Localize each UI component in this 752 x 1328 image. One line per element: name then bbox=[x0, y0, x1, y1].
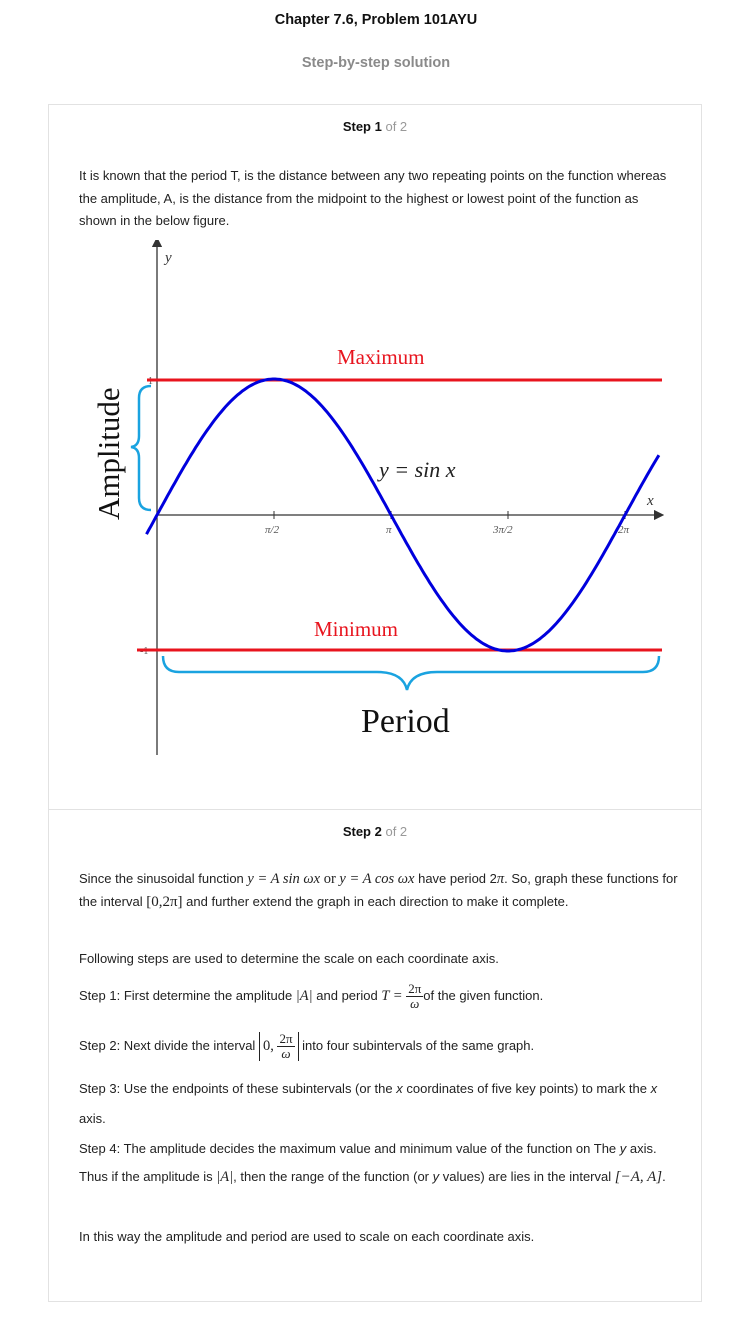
sine-figure: y x 1 -1 π/2 π 3π/2 2π Maximum Minimum y… bbox=[91, 240, 665, 755]
text: Step 1 bbox=[79, 988, 117, 1003]
text: Since the sinusoidal function bbox=[79, 871, 244, 886]
step-2-paragraph-2: Following steps are used to determine th… bbox=[79, 951, 499, 966]
xtick-label: π bbox=[386, 524, 392, 536]
text: coordinates of five key points) to mark … bbox=[406, 1081, 648, 1096]
fraction: 2π ω bbox=[406, 981, 424, 1012]
sub-step-1: Step 1: First determine the amplitude |A… bbox=[79, 980, 679, 1012]
text: Step 4: The amplitude decides the maximu… bbox=[79, 1141, 617, 1156]
text: y bbox=[432, 1169, 440, 1184]
fraction: 2π ω bbox=[277, 1031, 295, 1062]
period-brace bbox=[161, 655, 661, 691]
interval: [−A, A] bbox=[614, 1169, 663, 1185]
sub-step-2: Step 2: Next divide the interval 0, 2π ω … bbox=[79, 1028, 679, 1064]
interval-bracket: 0, 2π ω bbox=[258, 1031, 299, 1062]
sine-curve bbox=[145, 377, 661, 653]
text: and period bbox=[316, 988, 378, 1003]
text: x bbox=[396, 1081, 403, 1096]
amplitude-brace bbox=[130, 384, 152, 512]
text: into four subintervals of the same graph… bbox=[302, 1038, 535, 1053]
curve-label: y = sin x bbox=[377, 457, 456, 482]
text: and further extend the graph in each dir… bbox=[186, 893, 569, 909]
denominator: ω bbox=[410, 996, 420, 1012]
text: y bbox=[619, 1141, 627, 1156]
text: , then the range of the function (or bbox=[233, 1169, 430, 1184]
step-label: Step 2 bbox=[342, 824, 382, 839]
text: 0, bbox=[262, 1038, 274, 1054]
text: : First determine the amplitude bbox=[116, 988, 293, 1003]
xtick-label: 2π bbox=[618, 524, 630, 536]
page-title: Chapter 7.6, Problem 101AYU bbox=[274, 12, 478, 28]
text: or bbox=[323, 871, 336, 887]
math: T = bbox=[381, 988, 403, 1004]
text: of the given function. bbox=[423, 988, 544, 1003]
interval: [0,2π] bbox=[146, 893, 183, 910]
text: values) are lies in the interval bbox=[442, 1169, 612, 1184]
step-count: of 2 bbox=[385, 119, 408, 134]
maximum-label: Maximum bbox=[337, 345, 425, 369]
text: axis. bbox=[79, 1111, 106, 1126]
numerator: 2π bbox=[406, 981, 424, 998]
text: Step 3: Use the endpoints of these subin… bbox=[79, 1081, 393, 1096]
xtick-label: π/2 bbox=[265, 524, 280, 536]
step-2-card: Step 2 of 2 Since the sinusoidal functio… bbox=[48, 809, 702, 1302]
numerator: 2π bbox=[277, 1031, 295, 1048]
math: |A| bbox=[216, 1169, 234, 1185]
amplitude-label: Amplitude bbox=[91, 387, 126, 520]
text: x bbox=[650, 1081, 658, 1096]
y-axis-label: y bbox=[163, 250, 172, 266]
text: have period 2 bbox=[418, 871, 497, 886]
step-count: of 2 bbox=[385, 824, 408, 839]
text: axis. Thus if the amplitude is bbox=[79, 1141, 657, 1184]
text: . So, graph these functions for the inte… bbox=[79, 871, 678, 909]
text: . bbox=[662, 1169, 666, 1184]
text: Step 2: Next divide the interval bbox=[79, 1038, 256, 1053]
step-2-conclusion: In this way the amplitude and period are… bbox=[79, 1229, 535, 1244]
sub-step-4: Step 4: The amplitude decides the maximu… bbox=[79, 1135, 679, 1191]
xtick-label: 3π/2 bbox=[492, 524, 513, 536]
step-2-paragraph-1: Since the sinusoidal function y = A sin … bbox=[79, 868, 679, 913]
minimum-label: Minimum bbox=[314, 617, 398, 641]
sub-step-3: Step 3: Use the endpoints of these subin… bbox=[79, 1074, 679, 1134]
equation: y = A sin ωx bbox=[247, 871, 321, 887]
step-1-heading: Step 1 of 2 bbox=[49, 119, 701, 134]
equation: y = A cos ωx bbox=[339, 871, 415, 887]
period-label: Period bbox=[361, 703, 450, 740]
step-1-text: It is known that the period T, is the di… bbox=[79, 168, 667, 228]
step-label: Step 1 bbox=[342, 119, 382, 134]
math-symbol: π bbox=[496, 871, 505, 887]
math: |A| bbox=[295, 988, 313, 1004]
page-subtitle: Step-by-step solution bbox=[301, 55, 451, 71]
step-1-card: Step 1 of 2 It is known that the period … bbox=[48, 104, 702, 810]
x-axis-label: x bbox=[646, 493, 654, 509]
denominator: ω bbox=[281, 1046, 291, 1062]
step-2-heading: Step 2 of 2 bbox=[49, 824, 701, 839]
